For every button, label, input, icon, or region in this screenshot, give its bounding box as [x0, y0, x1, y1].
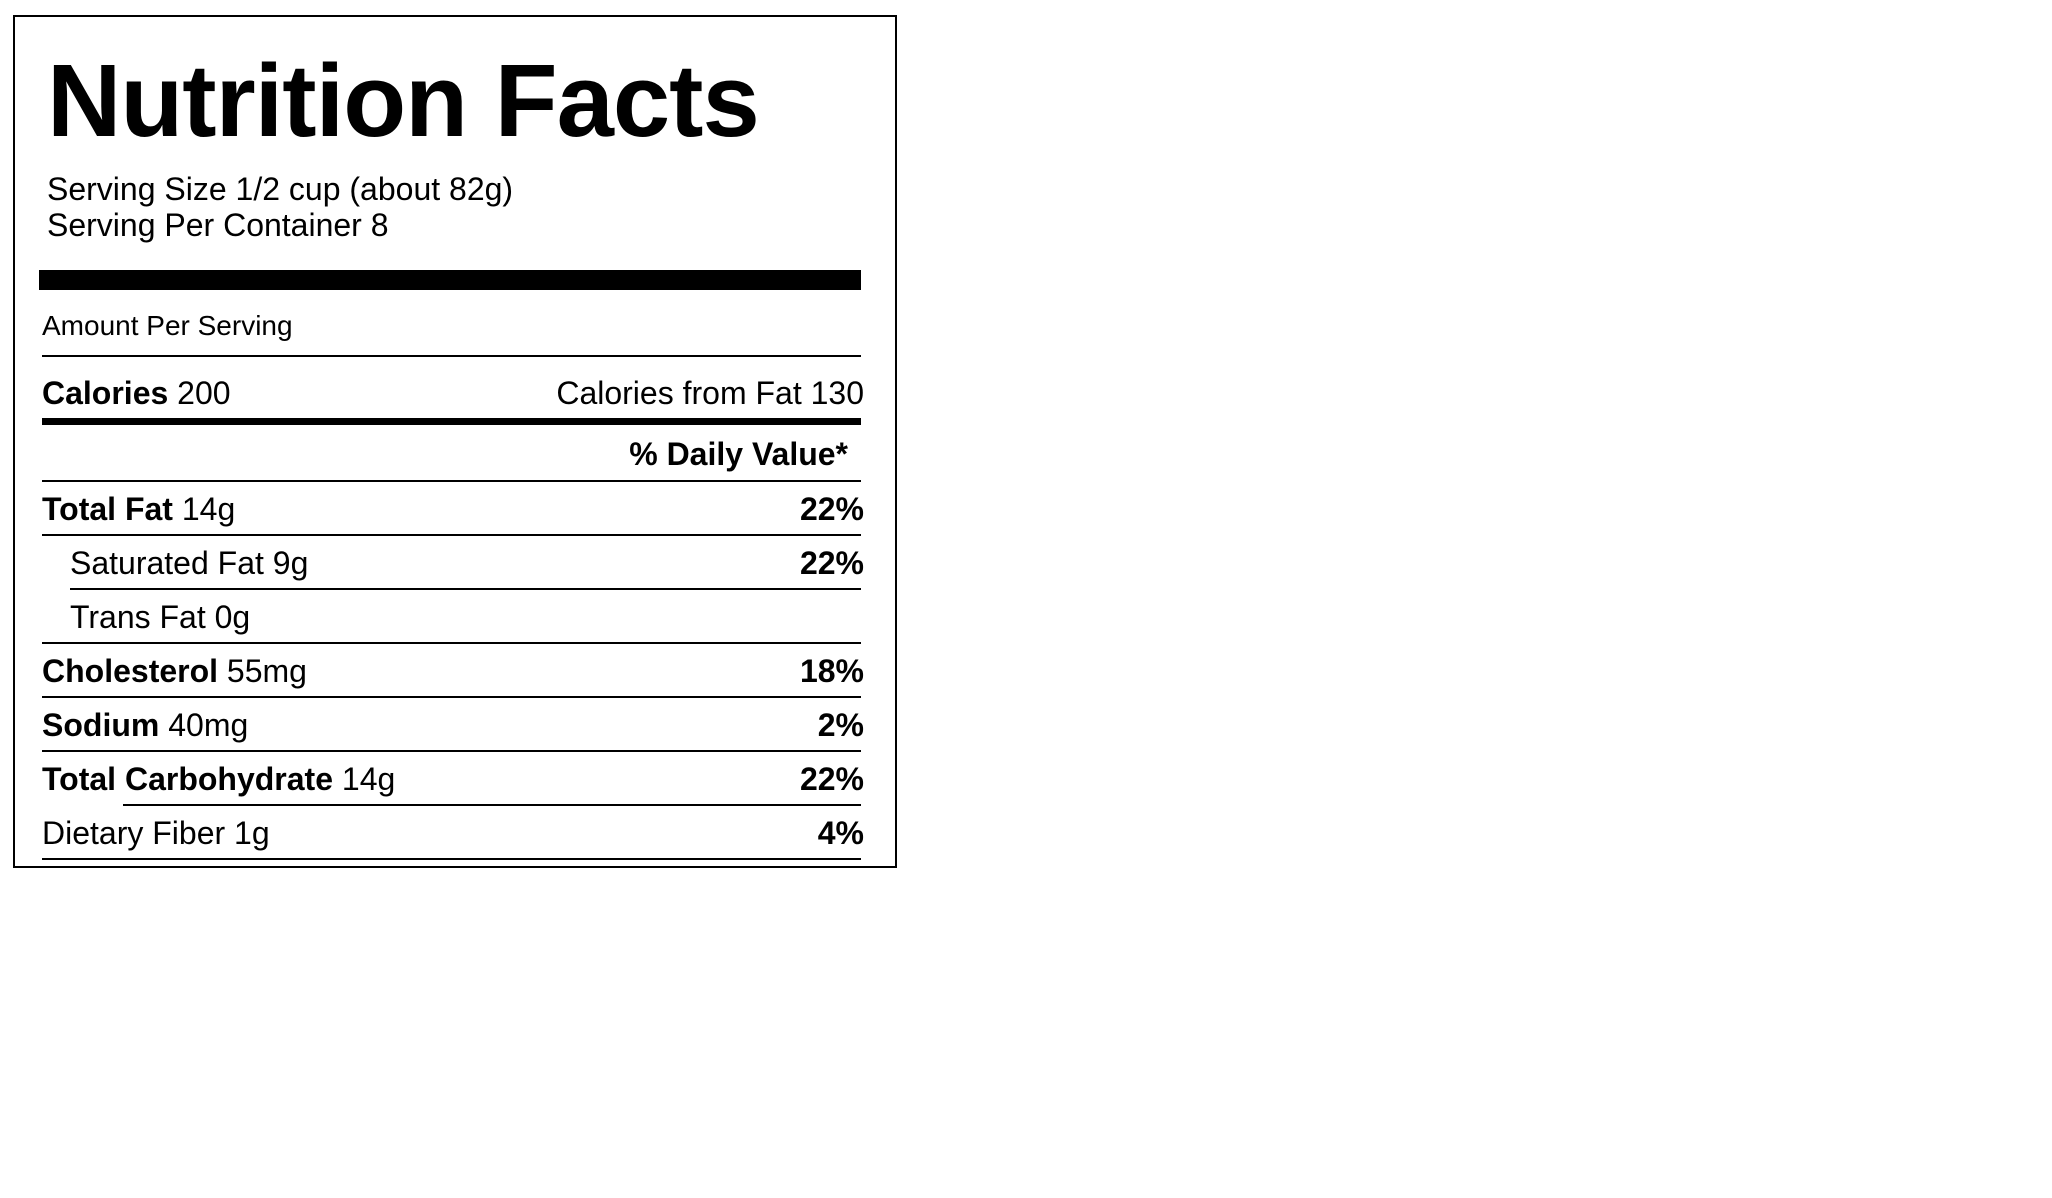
divider	[42, 480, 861, 482]
nutrient-label: Trans Fat 0g	[70, 601, 250, 633]
medium-divider	[42, 418, 861, 425]
nutrient-amount: 55mg	[226, 653, 307, 689]
nutrient-name: Saturated Fat	[70, 545, 264, 581]
nutrient-amount: 0g	[214, 599, 251, 635]
nutrient-daily-value: 4%	[817, 815, 864, 851]
servings-per-container: Serving Per Container 8	[47, 207, 389, 243]
nutrient-amount: 14g	[341, 761, 396, 797]
nutrient-amount: 14g	[181, 491, 236, 527]
divider	[70, 588, 861, 590]
divider	[42, 696, 861, 698]
nutrient-name: Total Carbohydrate	[42, 761, 333, 797]
nutrient-daily-value: 2%	[817, 707, 864, 743]
divider	[42, 750, 861, 752]
amount-per-serving: Amount Per Serving	[42, 310, 293, 341]
nutrient-label: Cholesterol 55mg	[42, 655, 307, 687]
daily-value-header: % Daily Value*	[629, 436, 848, 472]
nutrient-amount: 9g	[272, 545, 309, 581]
nutrition-facts-label: Nutrition Facts Serving Size 1/2 cup (ab…	[13, 15, 897, 868]
nutrient-name: Dietary Fiber	[42, 815, 226, 851]
divider	[42, 355, 861, 357]
calories: Calories 200	[42, 377, 231, 409]
divider	[123, 804, 861, 806]
nutrient-label: Dietary Fiber 1g	[42, 817, 270, 849]
nutrient-daily-value: 18%	[799, 653, 864, 689]
label-title: Nutrition Facts	[47, 43, 760, 158]
calories-value: 200	[177, 375, 231, 411]
nutrient-label: Total Carbohydrate 14g	[42, 763, 395, 795]
nutrient-daily-value: 22%	[799, 491, 864, 527]
calories-from-fat: Calories from Fat 130	[556, 375, 864, 411]
nutrient-amount: 1g	[234, 815, 270, 851]
nutrient-daily-value: 22%	[799, 545, 864, 581]
calories-label: Calories	[42, 375, 169, 411]
serving-size: Serving Size 1/2 cup (about 82g)	[47, 171, 514, 207]
nutrient-name: Cholesterol	[42, 653, 219, 689]
nutrient-label: Sodium 40mg	[42, 709, 248, 741]
nutrient-name: Sodium	[42, 707, 160, 743]
divider	[42, 642, 861, 644]
nutrient-name: Total Fat	[42, 491, 173, 527]
divider	[42, 534, 861, 536]
thick-divider	[39, 270, 861, 290]
nutrient-name: Trans Fat	[70, 599, 206, 635]
nutrient-label: Saturated Fat 9g	[70, 547, 308, 579]
nutrient-label: Total Fat 14g	[42, 493, 235, 525]
divider	[42, 858, 861, 860]
nutrient-daily-value: 22%	[799, 761, 864, 797]
nutrient-amount: 40mg	[168, 707, 249, 743]
